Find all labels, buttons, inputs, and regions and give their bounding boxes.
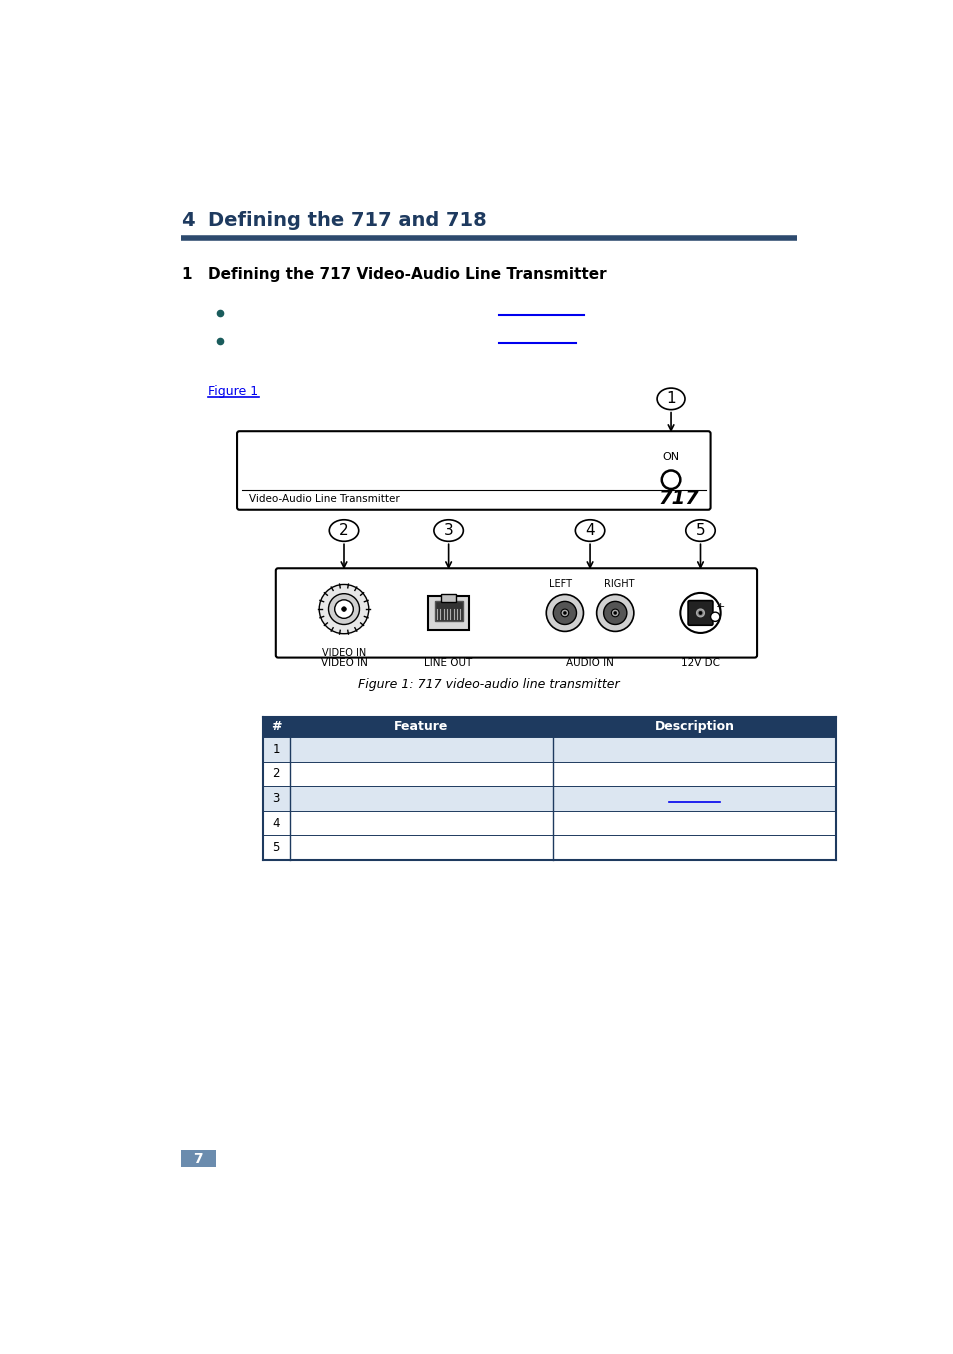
FancyBboxPatch shape <box>262 787 835 811</box>
Text: LINE OUT: LINE OUT <box>424 658 473 668</box>
FancyBboxPatch shape <box>262 761 835 787</box>
Text: Video-Audio Line Transmitter: Video-Audio Line Transmitter <box>249 494 399 504</box>
Text: 4: 4 <box>273 816 279 830</box>
Ellipse shape <box>434 520 463 542</box>
Text: 2: 2 <box>339 523 349 538</box>
Circle shape <box>603 601 626 624</box>
Text: 1: 1 <box>181 267 192 282</box>
FancyBboxPatch shape <box>262 737 835 761</box>
Text: +: + <box>716 603 724 612</box>
FancyBboxPatch shape <box>275 569 757 658</box>
Ellipse shape <box>657 389 684 410</box>
Text: 1: 1 <box>273 743 279 756</box>
Circle shape <box>661 470 679 489</box>
Ellipse shape <box>575 520 604 542</box>
Circle shape <box>699 612 701 615</box>
FancyBboxPatch shape <box>440 594 456 603</box>
Circle shape <box>341 607 346 612</box>
Circle shape <box>553 601 576 624</box>
Circle shape <box>596 594 633 631</box>
Text: Description: Description <box>654 720 734 734</box>
Text: 5: 5 <box>273 841 279 854</box>
Text: Figure 1: Figure 1 <box>208 386 258 398</box>
Text: Figure 1: 717 video-audio line transmitter: Figure 1: 717 video-audio line transmitt… <box>357 678 619 692</box>
Circle shape <box>319 585 369 634</box>
Text: VIDEO IN: VIDEO IN <box>321 647 366 658</box>
Text: VIDEO IN: VIDEO IN <box>320 658 367 668</box>
Circle shape <box>710 612 720 621</box>
Text: #: # <box>271 720 281 734</box>
Circle shape <box>546 594 583 631</box>
Text: 5: 5 <box>695 523 704 538</box>
Text: Feature: Feature <box>394 720 448 734</box>
Circle shape <box>562 612 566 615</box>
Ellipse shape <box>329 520 358 542</box>
Text: LEFT: LEFT <box>549 580 572 589</box>
Text: 717: 717 <box>658 489 699 509</box>
Text: AUDIO IN: AUDIO IN <box>565 658 614 668</box>
FancyBboxPatch shape <box>262 811 835 835</box>
Text: 2: 2 <box>273 768 279 780</box>
Circle shape <box>611 609 618 617</box>
Circle shape <box>335 600 353 619</box>
Text: Defining the 717 Video-Audio Line Transmitter: Defining the 717 Video-Audio Line Transm… <box>208 267 606 282</box>
FancyBboxPatch shape <box>428 596 468 630</box>
Circle shape <box>328 593 359 624</box>
Text: ON: ON <box>661 452 679 462</box>
FancyBboxPatch shape <box>687 601 712 626</box>
Circle shape <box>696 609 703 617</box>
Circle shape <box>613 612 617 615</box>
Circle shape <box>679 593 720 632</box>
Text: Defining the 717 and 718: Defining the 717 and 718 <box>208 211 487 230</box>
FancyBboxPatch shape <box>236 431 710 509</box>
Text: 4: 4 <box>181 211 194 230</box>
Ellipse shape <box>685 520 715 542</box>
Text: 3: 3 <box>273 792 279 806</box>
Text: 12V DC: 12V DC <box>680 658 720 668</box>
Text: 3: 3 <box>443 523 453 538</box>
Text: 4: 4 <box>584 523 595 538</box>
Circle shape <box>560 609 568 617</box>
FancyBboxPatch shape <box>262 835 835 860</box>
Text: 1: 1 <box>665 391 675 406</box>
FancyBboxPatch shape <box>435 601 462 620</box>
FancyBboxPatch shape <box>262 716 835 737</box>
Text: 7: 7 <box>193 1152 203 1166</box>
Text: RIGHT: RIGHT <box>603 580 634 589</box>
FancyBboxPatch shape <box>181 1151 216 1167</box>
